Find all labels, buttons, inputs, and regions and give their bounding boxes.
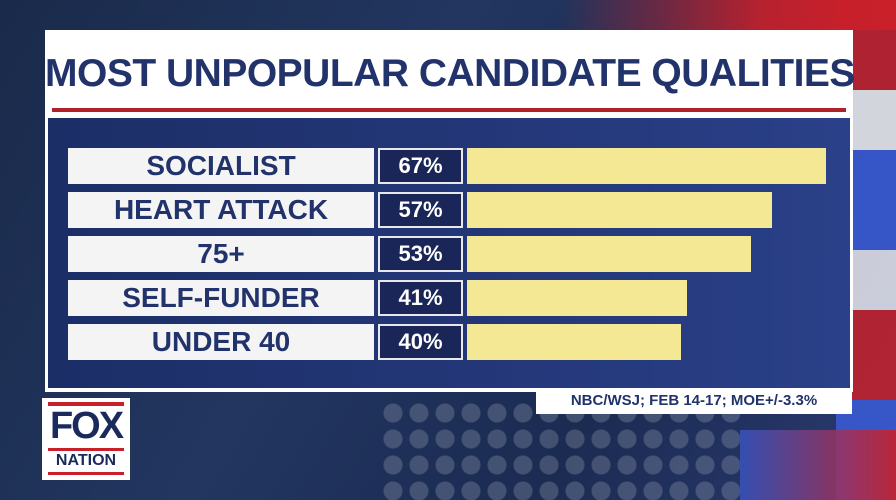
source-box: NBC/WSJ; FEB 14-17; MOE+/-3.3% (536, 388, 852, 414)
category-label: UNDER 40 (68, 324, 374, 360)
source-note: NBC/WSJ; FEB 14-17; MOE+/-3.3% (570, 392, 818, 409)
bar-row: HEART ATTACK 57% (48, 192, 850, 228)
value-label: 41% (378, 280, 463, 316)
bar-row: SELF-FUNDER 41% (48, 280, 850, 316)
bar (467, 236, 751, 272)
background-dot-pattern (380, 400, 740, 500)
value-label: 53% (378, 236, 463, 272)
logo-bottom-rule (48, 472, 124, 475)
logo-top-rule (48, 402, 124, 406)
bar (467, 324, 681, 360)
logo-nation-text: NATION (55, 452, 117, 469)
category-label: HEART ATTACK (68, 192, 374, 228)
bar (467, 192, 772, 228)
value-label: 57% (378, 192, 463, 228)
title-underline (52, 108, 846, 112)
category-label: 75+ (68, 236, 374, 272)
fox-nation-logo: FOX NATION (42, 398, 130, 480)
logo-fox-text: FOX (49, 405, 124, 447)
bar-row: 75+ 53% (48, 236, 850, 272)
bar (467, 148, 826, 184)
bar-row: SOCIALIST 67% (48, 148, 850, 184)
category-label: SOCIALIST (68, 148, 374, 184)
chart-card: MOST UNPOPULAR CANDIDATE QUALITIES SOCIA… (45, 30, 855, 392)
bar (467, 280, 687, 316)
chart-title: MOST UNPOPULAR CANDIDATE QUALITIES (45, 52, 855, 95)
background-bottom-band (740, 430, 896, 500)
bar-panel: SOCIALIST 67% HEART ATTACK 57% 75+ 53% SELF-FU… (48, 118, 850, 388)
category-label: SELF-FUNDER (68, 280, 374, 316)
value-label: 40% (378, 324, 463, 360)
value-label: 67% (378, 148, 463, 184)
logo-mid-rule (48, 448, 124, 451)
bar-row: UNDER 40 40% (48, 324, 850, 360)
